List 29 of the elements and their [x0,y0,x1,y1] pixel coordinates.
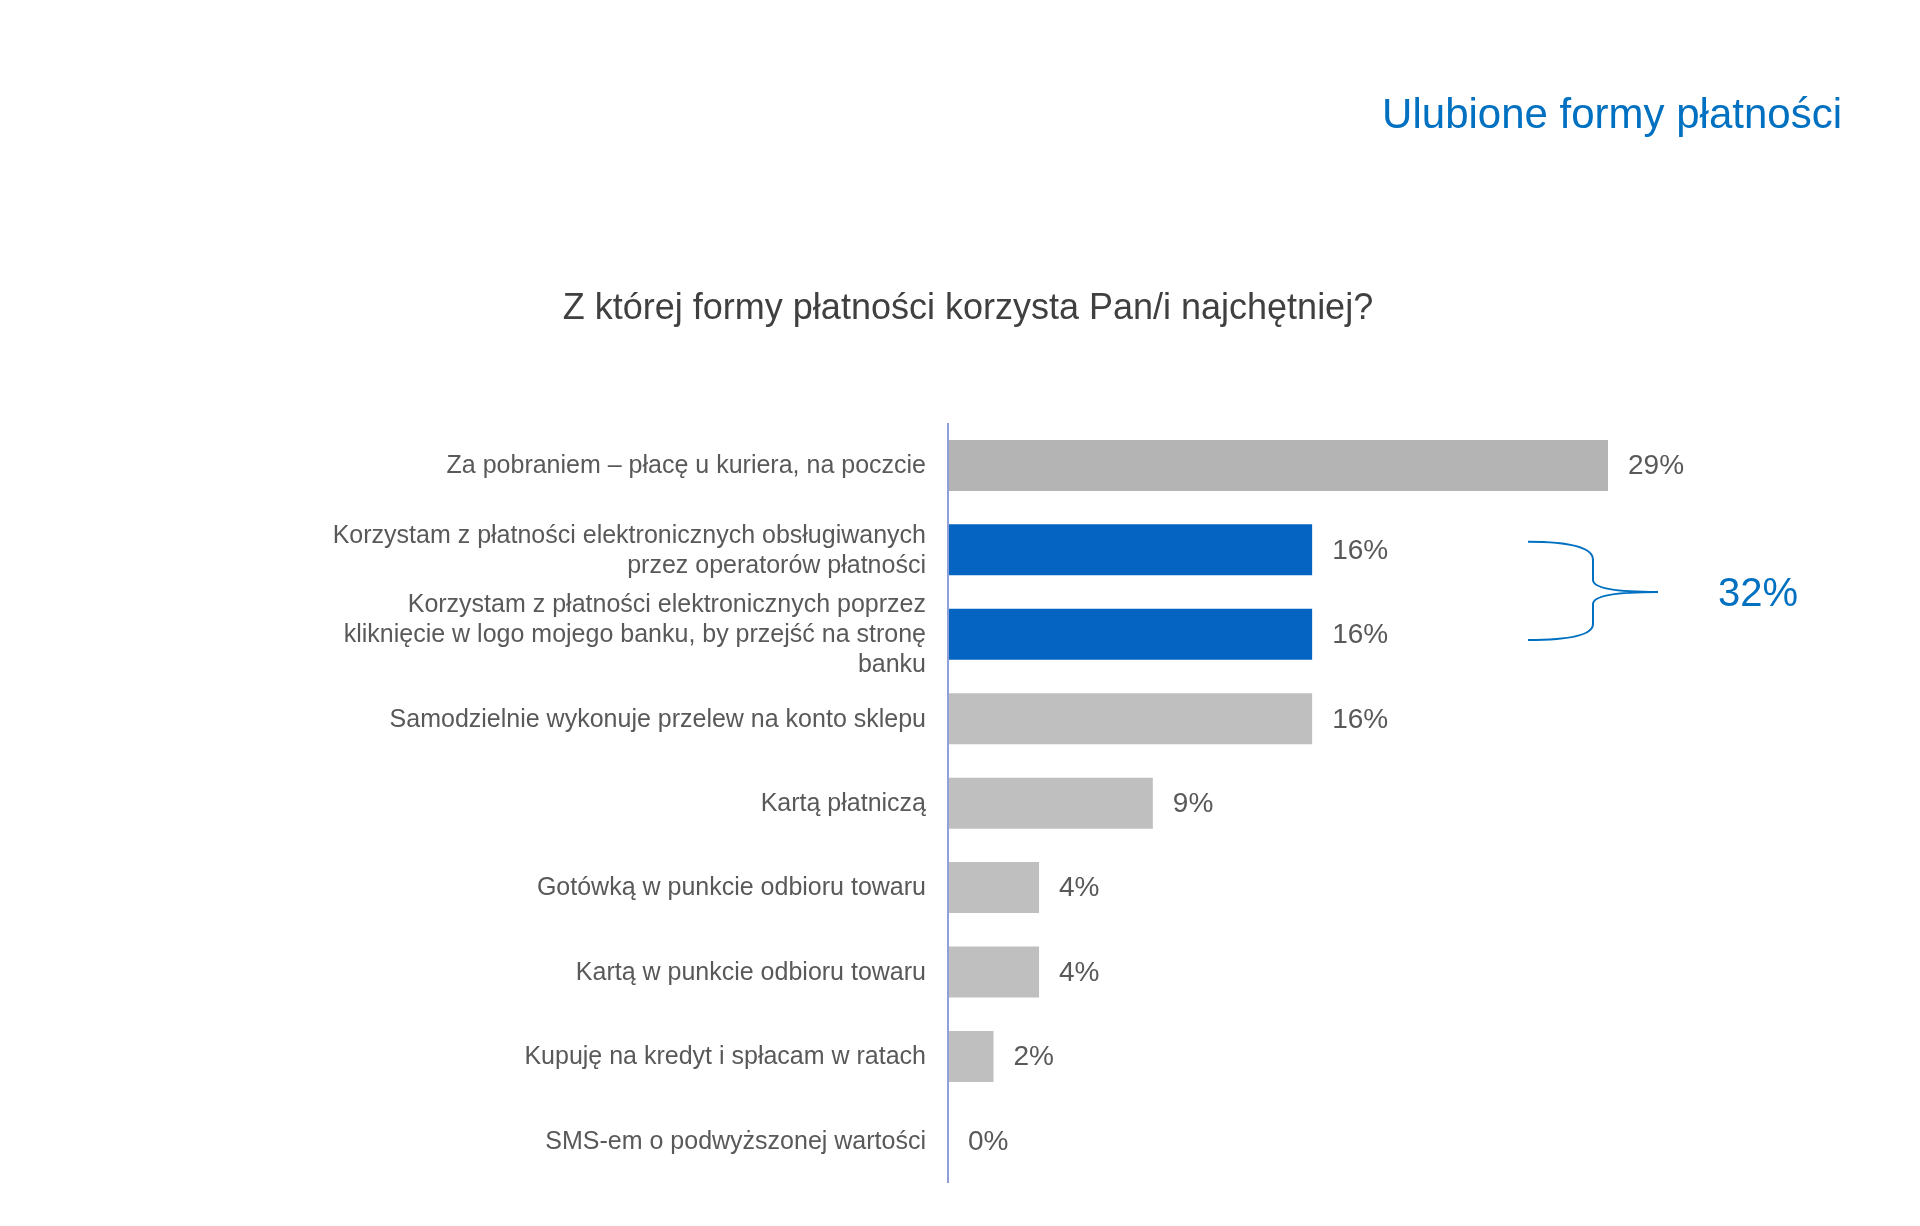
bar [948,608,1313,660]
chart-subtitle: Z której formy płatności korzysta Pan/i najchętniej? [561,286,1375,328]
y-tick-label: Kupuję na kredyt i spłacam w ratach [524,1041,926,1070]
y-tick-label: Za pobraniem – płacę u kuriera, na poczcie [446,450,926,479]
text: 32% [1718,569,1799,614]
bar [948,1031,994,1082]
chart-title: Ulubione formy płatności [1382,90,1842,138]
bar [948,946,1040,998]
data-label: 4% [1059,871,1100,903]
data-label: 9% [1172,787,1214,818]
bar [948,777,1153,829]
y-tick-label: Kartą płatniczą [760,788,927,816]
bar [948,439,1608,491]
y-tick-label: Korzystam z płatności elektronicznych poprzez kliknięcie w logo mojego banku, by przejść na stronę banku [343,589,926,678]
data-label: 16% [1332,618,1389,650]
bar [948,862,1040,914]
data-label: 16% [1332,533,1389,565]
y-tick-label: SMS-em o podwyższonej wartości [545,1125,926,1154]
y-tick-label: Gotówką w punkcie odbioru towaru [536,872,926,901]
data-label: 0% [968,1124,1009,1156]
data-label: 29% [1628,449,1685,481]
data-label: 16% [1332,702,1389,734]
y-tick-label: Korzystam z płatności elektronicznych obsługiwanych przez operatorów płatności [332,519,926,578]
y-tick-label: Samodzielnie wykonuje przelew na konto sklepu [389,703,926,732]
data-label: 2% [1013,1040,1054,1072]
data-label: 4% [1059,955,1100,987]
bar [948,693,1313,745]
y-tick-label: Kartą w punkcie odbioru towaru [575,956,926,985]
bar [948,524,1313,576]
